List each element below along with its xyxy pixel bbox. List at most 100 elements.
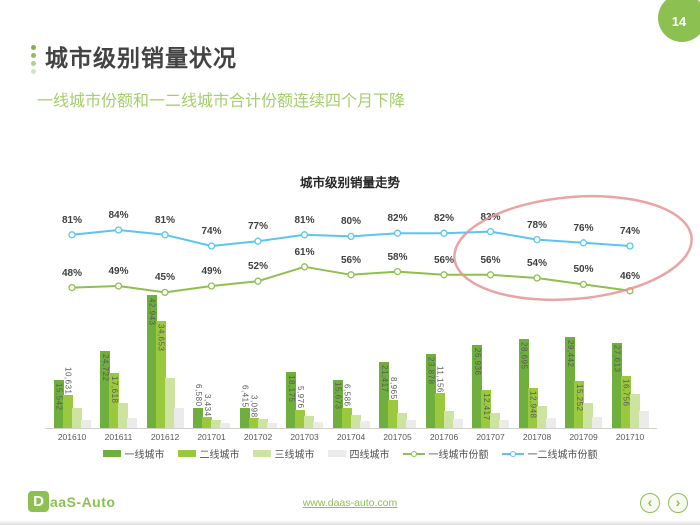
legend-label: 二线城市: [199, 450, 240, 461]
bar-四线城市-201611: [127, 418, 137, 428]
x-axis-label-201612: 201612: [150, 432, 180, 442]
marker-一二线城市份额-201703: [300, 231, 309, 239]
pct-label-一线城市份额-201701: 49%: [201, 266, 222, 277]
pct-label-一二线城市份额-201705: 82%: [387, 213, 408, 225]
bar-一线城市-201610: [53, 379, 64, 428]
bar-value-label-二线城市-201705: 8,965: [389, 376, 398, 400]
bar-三线城市-201705: [397, 413, 407, 428]
title-dots-icon: [31, 45, 36, 74]
bar-value-label-二线城市-201701: 3,434: [203, 393, 212, 417]
bar-二线城市-201703: [295, 409, 305, 428]
slide-nav: ‹ ›: [640, 493, 688, 513]
pct-label-一二线城市份额-201612: 81%: [154, 214, 175, 226]
pct-label-一二线城市份额-201610: 81%: [61, 214, 82, 226]
bar-value-label-一线城市-201706: 23,878: [426, 357, 436, 385]
pct-label-一线城市份额-201703: 61%: [294, 246, 315, 258]
pct-label-一二线城市份额-201707: 83%: [480, 211, 501, 223]
page-number: 14: [671, 13, 687, 29]
pct-label-一线城市份额-201707: 56%: [480, 254, 501, 266]
logo-d-icon: D: [28, 491, 49, 512]
marker-一二线城市份额-201611: [114, 226, 123, 234]
bar-一线城市-201708: [518, 339, 529, 428]
bar-value-label-一线城市-201704: 15,673: [333, 382, 343, 410]
page-number-badge: 14: [658, 0, 700, 42]
bar-二线城市-201702: [248, 418, 259, 428]
legend-label: 一二线城市份额: [527, 450, 598, 461]
x-axis-label-201703: 201703: [290, 432, 319, 442]
marker-一线城市份额-201703: [300, 263, 309, 271]
x-axis-line: [45, 428, 657, 429]
bar-一线城市-201701: [193, 407, 203, 428]
legend-item-一线城市: 一线城市: [102, 446, 165, 461]
legend-line-swatch-icon: [402, 450, 425, 457]
line-一二线城市份额: [71, 229, 631, 247]
bottom-edge-shadow: [0, 520, 700, 525]
prev-slide-button[interactable]: ‹: [640, 493, 660, 513]
bar-二线城市-201701: [202, 417, 212, 428]
marker-一线城市份额-201710: [626, 287, 634, 295]
pct-label-一线城市份额-201706: 56%: [433, 254, 454, 266]
marker-一二线城市份额-201704: [347, 232, 355, 241]
bar-一线城市-201703: [286, 371, 296, 428]
logo-text: aaS-Auto: [50, 493, 116, 510]
marker-一线城市份额-201704: [347, 271, 355, 279]
pct-label-一线城市份额-201702: 52%: [247, 261, 268, 273]
marker-一二线城市份额-201612: [161, 231, 169, 239]
marker-一线城市份额-201702: [254, 277, 262, 285]
bar-一线城市-201612: [146, 295, 157, 428]
pct-label-一二线城市份额-201710: 74%: [619, 226, 640, 237]
bar-一线城市-201710: [611, 342, 622, 428]
bar-四线城市-201710: [638, 411, 649, 428]
legend-item-二线城市: 二线城市: [177, 446, 240, 461]
legend-swatch-icon: [327, 450, 346, 457]
bar-一线城市-201709: [565, 336, 575, 428]
bar-value-label-二线城市-201704: 6,586: [342, 384, 352, 407]
marker-一二线城市份额-201709: [579, 239, 588, 247]
bar-二线城市-201710: [620, 376, 631, 428]
marker-一线城市份额-201708: [533, 274, 541, 282]
marker-一线城市份额-201705: [393, 267, 402, 276]
page-subtitle: 一线城市份额和一二线城市合计份额连续四个月下降: [37, 93, 406, 110]
next-slide-button[interactable]: ›: [668, 493, 688, 513]
bar-value-label-一线城市-201703: 18,175: [287, 374, 296, 403]
bar-value-label-一线城市-201612: 42,943: [147, 298, 157, 326]
bar-三线城市-201701: [211, 420, 221, 428]
marker-一线城市份额-201706: [440, 271, 448, 279]
marker-一二线城市份额-201707: [486, 227, 495, 236]
marker-一线城市份额-201612: [161, 288, 169, 297]
pct-label-一二线城市份额-201709: 76%: [573, 222, 594, 234]
bar-value-label-一线城市-201702: 6,415: [240, 384, 250, 408]
website-link[interactable]: www.daas-auto.com: [302, 497, 398, 509]
bar-四线城市-201707: [499, 419, 509, 428]
legend-line-swatch-icon: [501, 450, 524, 457]
marker-一线城市份额-201610: [68, 283, 76, 292]
bar-一线城市-201611: [100, 351, 110, 428]
pct-label-一线城市份额-201612: 45%: [154, 272, 175, 284]
bar-四线城市-201706: [452, 419, 463, 428]
bar-四线城市-201704: [359, 421, 370, 428]
x-axis-label-201702: 201702: [243, 432, 273, 442]
bar-一线城市-201702: [239, 408, 250, 428]
x-axis-label-201701: 201701: [197, 432, 226, 442]
bar-一线城市-201707: [472, 344, 482, 428]
legend-item-四线城市: 四线城市: [327, 446, 390, 461]
marker-一二线城市份额-201702: [254, 237, 262, 245]
marker-一线城市份额-201611: [114, 282, 123, 290]
bar-value-label-二线城市-201707: 12,417: [482, 392, 491, 420]
marker-一二线城市份额-201701: [207, 242, 216, 250]
marker-一二线城市份额-201708: [533, 235, 541, 244]
bar-二线城市-201706: [434, 393, 445, 428]
bar-value-label-二线城市-201710: 16,756: [621, 379, 631, 407]
bar-三线城市-201706: [443, 411, 454, 428]
bar-value-label-二线城市-201610: 10,631: [63, 366, 73, 395]
pct-label-一线城市份额-201704: 56%: [340, 254, 361, 266]
pct-label-一线城市份额-201705: 58%: [387, 251, 408, 263]
pct-label-一二线城市份额-201701: 74%: [201, 226, 222, 237]
bar-四线城市-201703: [313, 422, 323, 428]
bar-三线城市-201710: [629, 393, 640, 428]
bar-四线城市-201702: [266, 423, 277, 428]
bar-四线城市-201701: [220, 423, 230, 428]
bar-value-label-一线城市-201708: 28,695: [519, 342, 529, 370]
legend-label: 一线城市份额: [428, 450, 489, 461]
chart-title: 城市级别销量走势: [299, 176, 400, 190]
